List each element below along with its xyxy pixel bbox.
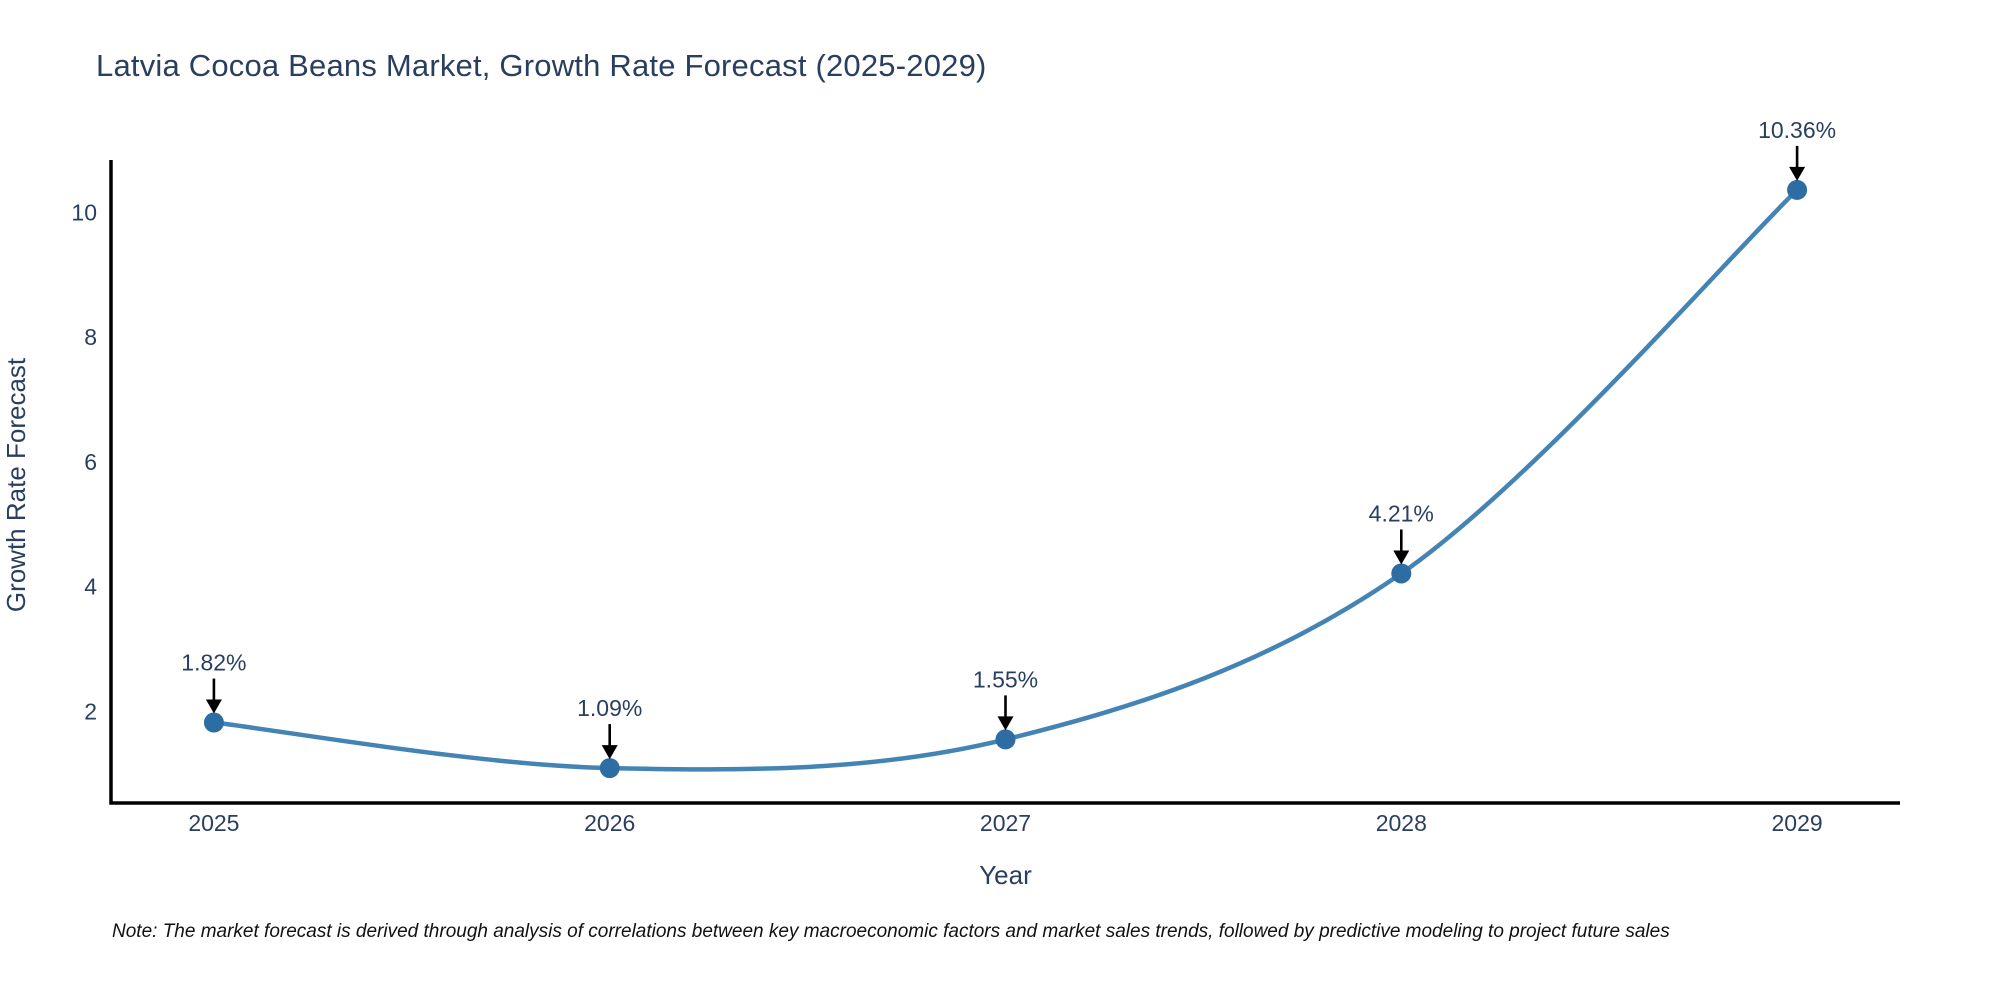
x-tick-label: 2025	[188, 810, 239, 836]
data-point-2028[interactable]	[1391, 563, 1412, 584]
y-tick-label: 10	[71, 199, 97, 225]
data-point-2026[interactable]	[599, 758, 620, 779]
data-point-2027[interactable]	[995, 729, 1016, 750]
annotation-arrow-head	[205, 699, 222, 714]
axis-lines	[109, 160, 1900, 805]
y-tick-label: 2	[84, 698, 97, 724]
data-point-label: 1.55%	[973, 666, 1038, 692]
chart-title: Latvia Cocoa Beans Market, Growth Rate F…	[96, 48, 987, 83]
y-tick-label: 4	[84, 574, 97, 600]
y-tick-label: 8	[84, 324, 97, 350]
y-axis-title: Growth Rate Forecast	[1, 357, 31, 612]
annotation-arrow-head	[997, 716, 1014, 731]
x-tick-label: 2028	[1376, 810, 1427, 836]
y-tick-label: 6	[84, 449, 97, 475]
x-tick-label: 2029	[1772, 810, 1823, 836]
data-point-label: 1.09%	[577, 695, 642, 721]
series-line	[211, 187, 1800, 772]
data-point-label: 4.21%	[1369, 500, 1434, 526]
data-point-2025[interactable]	[203, 712, 224, 733]
x-tick-label: 2026	[584, 810, 635, 836]
data-point-label: 1.82%	[181, 650, 246, 676]
annotation-arrow-head	[601, 745, 618, 760]
x-axis-title: Year	[979, 860, 1032, 890]
annotation-arrow-head	[1393, 550, 1410, 565]
data-point-label: 10.36%	[1758, 117, 1836, 143]
x-tick-label: 2027	[980, 810, 1031, 836]
data-point-2029[interactable]	[1787, 179, 1808, 200]
footnote: Note: The market forecast is derived thr…	[112, 921, 1670, 942]
annotation-arrow-head	[1789, 166, 1806, 181]
